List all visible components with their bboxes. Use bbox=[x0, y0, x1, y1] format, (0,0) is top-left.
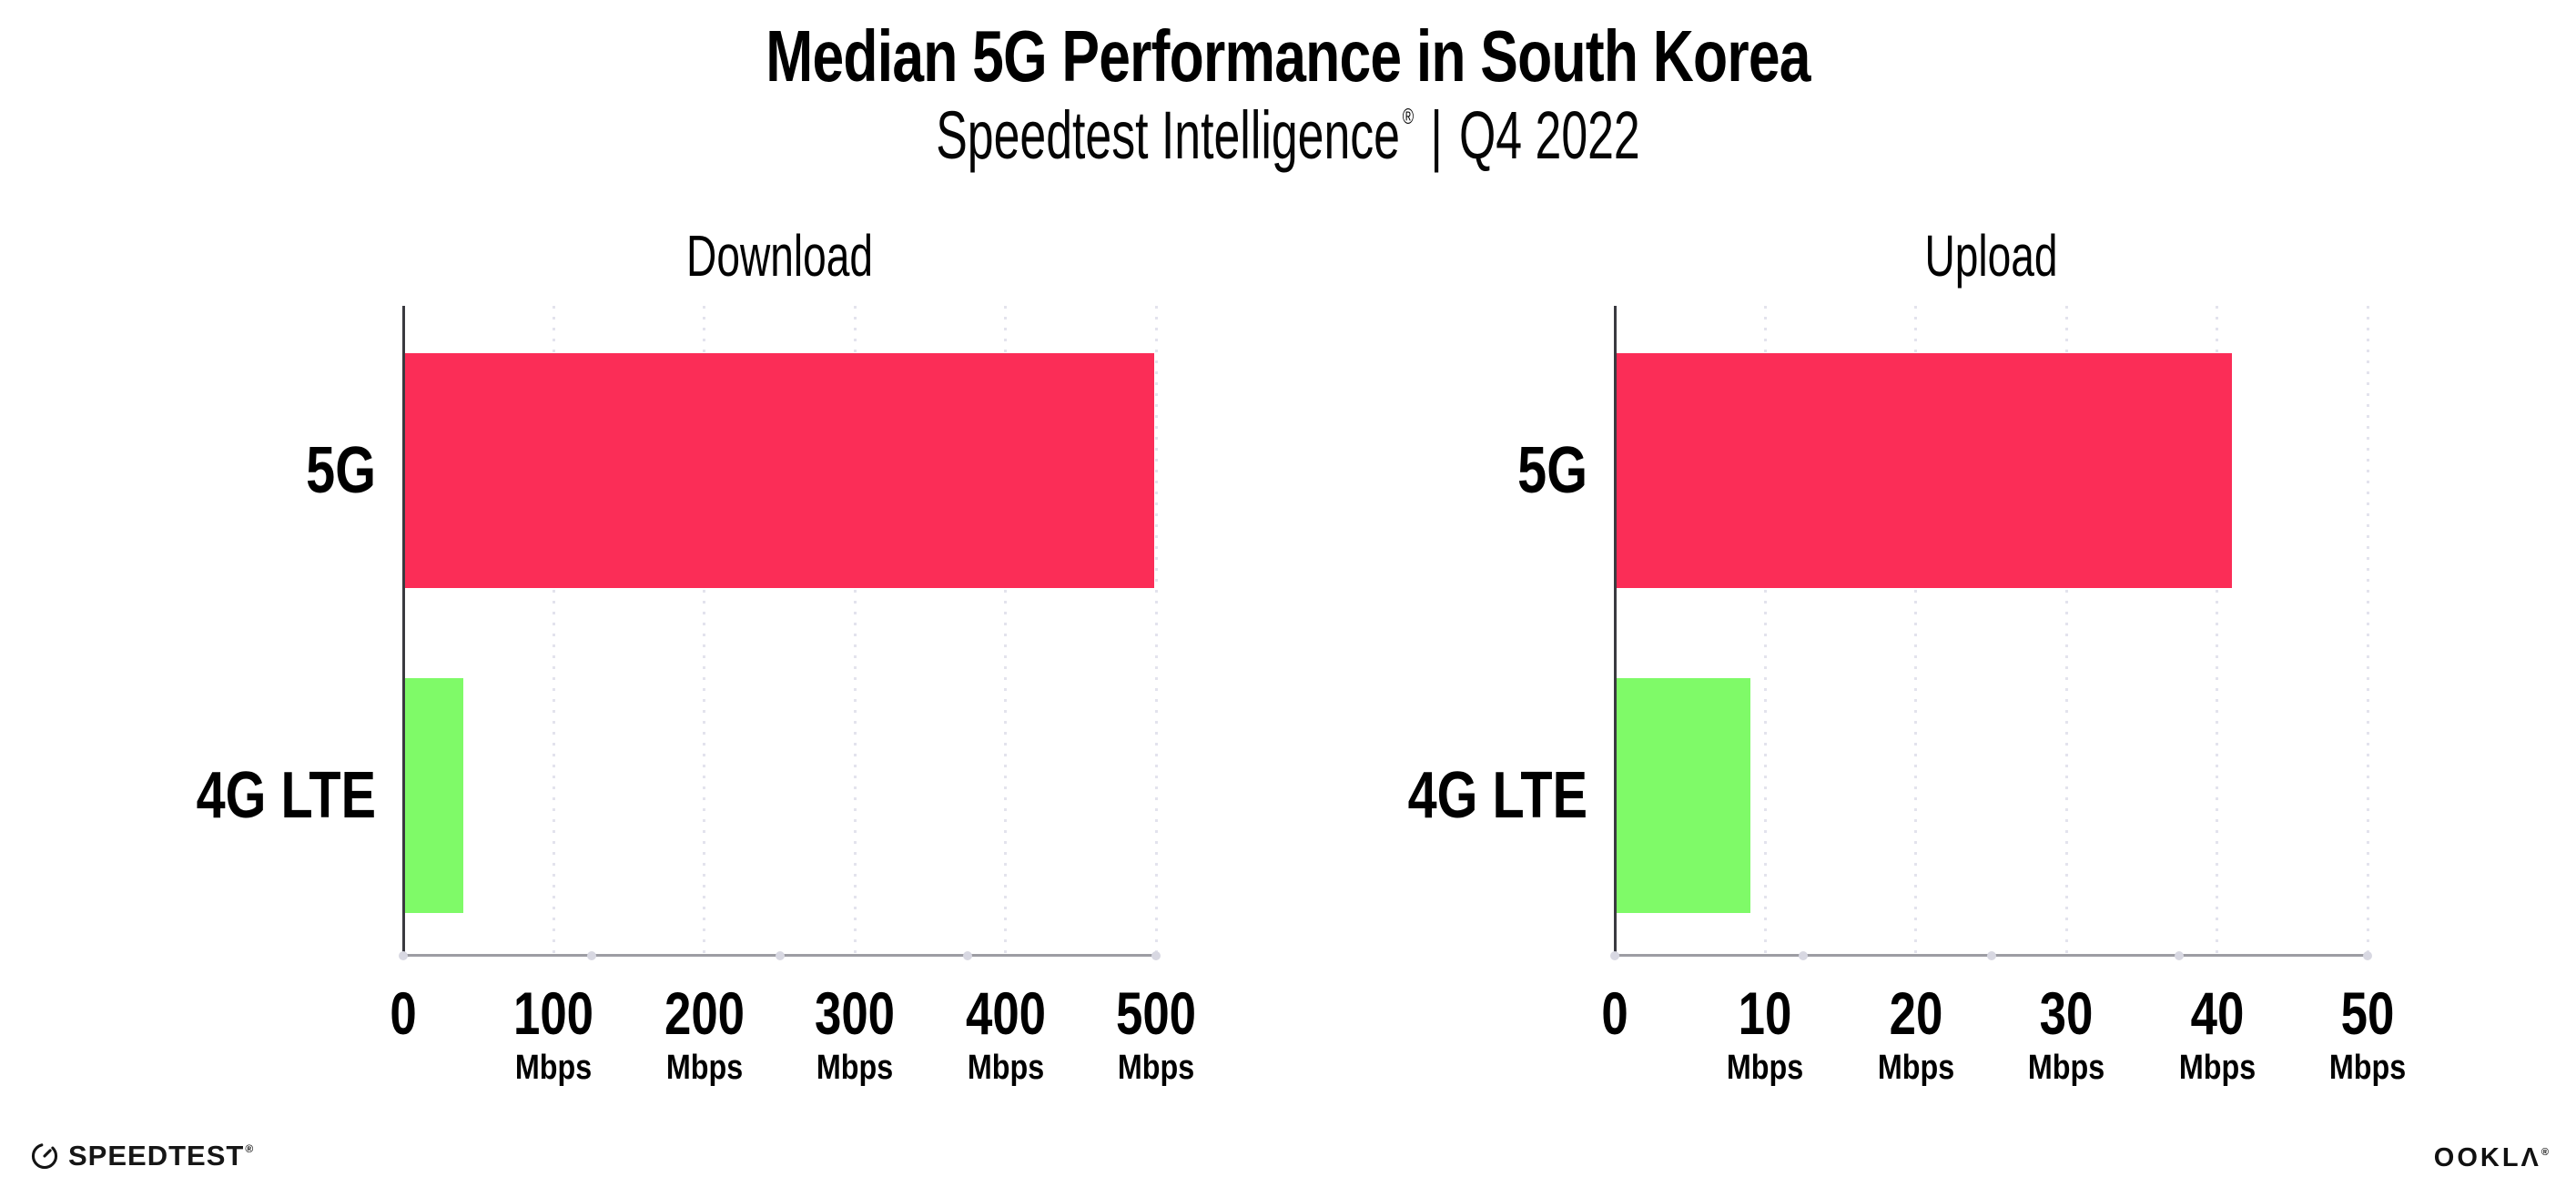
page-title: Median 5G Performance in South Korea bbox=[766, 15, 1810, 96]
category-label-4g-lte: 4G LTE bbox=[1407, 759, 1587, 832]
gridline-300 bbox=[853, 306, 857, 954]
x-tick-label: 300 bbox=[815, 979, 896, 1047]
axis-tick-dot bbox=[399, 951, 408, 960]
axis-tick-dot bbox=[1798, 951, 1808, 960]
x-tick-label: 500 bbox=[1115, 979, 1197, 1047]
y-axis-line bbox=[402, 306, 405, 957]
axis-tick-dot bbox=[1151, 951, 1161, 960]
plot-area bbox=[399, 306, 1161, 960]
ookla-wordmark: OOKLΛ® bbox=[2433, 1143, 2549, 1172]
speedtest-wordmark: SPEEDTEST® bbox=[68, 1140, 255, 1172]
bar-4g-lte bbox=[403, 678, 464, 913]
gridline-200 bbox=[703, 306, 706, 954]
axis-tick-dot bbox=[1610, 951, 1619, 960]
upload-chart: Upload 0 Mbps 10 Mbps 20 Mbps 30 Mbps 40 Mbps 50 5G… bbox=[1408, 0, 2407, 1197]
x-tick-label: 400 bbox=[965, 979, 1046, 1047]
chart-title-upload: Upload bbox=[1924, 223, 2058, 289]
x-tick-label: 40 bbox=[2190, 979, 2244, 1047]
x-tick-label: 20 bbox=[1889, 979, 1943, 1047]
axis-tick-dot bbox=[2363, 951, 2372, 960]
x-tick-label: 0 bbox=[390, 979, 417, 1047]
subtitle-brand: Speedtest Intelligence bbox=[936, 97, 1400, 173]
axis-tick-dot bbox=[2175, 951, 2185, 960]
x-tick-label: 0 bbox=[1601, 979, 1628, 1047]
x-tick-unit: Mbps bbox=[1727, 1049, 1804, 1087]
x-tick-unit: Mbps bbox=[665, 1049, 743, 1087]
subtitle-period: Q4 2022 bbox=[1459, 97, 1640, 173]
x-tick-label: 100 bbox=[513, 979, 594, 1047]
x-tick-unit: Mbps bbox=[967, 1049, 1044, 1087]
registered-mark: ® bbox=[1402, 105, 1415, 129]
x-tick-unit: Mbps bbox=[2028, 1049, 2105, 1087]
x-tick-unit: Mbps bbox=[515, 1049, 593, 1087]
gridline-400 bbox=[1004, 306, 1008, 954]
bar-4g-lte bbox=[1615, 678, 1750, 913]
page-subtitle: Speedtest Intelligence ® | Q4 2022 bbox=[387, 96, 2190, 174]
chart-title-download: Download bbox=[686, 223, 873, 289]
gridline-20 bbox=[1914, 306, 1918, 954]
bar-5g bbox=[403, 353, 1155, 588]
x-tick-label: 200 bbox=[664, 979, 745, 1047]
x-tick-unit: Mbps bbox=[2178, 1049, 2256, 1087]
x-tick-unit: Mbps bbox=[2328, 1049, 2407, 1087]
speedtest-registered-mark: ® bbox=[245, 1142, 255, 1155]
axis-tick-dot bbox=[1986, 951, 1996, 960]
download-chart: Download 0 Mbps 100 Mbps 200 Mbps 300 Mbps 400 Mb… bbox=[197, 0, 1196, 1197]
gridline-30 bbox=[2064, 306, 2068, 954]
axis-tick-dot bbox=[963, 951, 973, 960]
gridline-500 bbox=[1154, 306, 1158, 954]
gridline-40 bbox=[2216, 306, 2219, 954]
gridline-50 bbox=[2366, 306, 2369, 954]
axis-tick-dot bbox=[775, 951, 785, 960]
ookla-registered-mark: ® bbox=[2541, 1147, 2549, 1158]
gridline-100 bbox=[552, 306, 555, 954]
speedtest-gauge-icon bbox=[30, 1141, 59, 1171]
category-label-4g-lte: 4G LTE bbox=[196, 759, 376, 832]
axis-tick-dot bbox=[586, 951, 596, 960]
x-tick-unit: Mbps bbox=[1877, 1049, 1954, 1087]
x-tick-label: 10 bbox=[1739, 979, 1792, 1047]
category-label-5g: 5G bbox=[306, 434, 376, 507]
y-axis-line bbox=[1614, 306, 1617, 957]
x-tick-unit: Mbps bbox=[1117, 1049, 1195, 1087]
x-tick-label: 30 bbox=[2039, 979, 2094, 1047]
category-label-5g: 5G bbox=[1517, 434, 1587, 507]
speedtest-logo: SPEEDTEST® bbox=[30, 1140, 254, 1172]
subtitle-separator: | bbox=[1430, 97, 1443, 173]
bar-5g bbox=[1615, 353, 2233, 588]
x-tick-label: 50 bbox=[2340, 979, 2395, 1047]
plot-area bbox=[1610, 306, 2372, 960]
x-tick-unit: Mbps bbox=[816, 1049, 894, 1087]
gridline-10 bbox=[1763, 306, 1767, 954]
